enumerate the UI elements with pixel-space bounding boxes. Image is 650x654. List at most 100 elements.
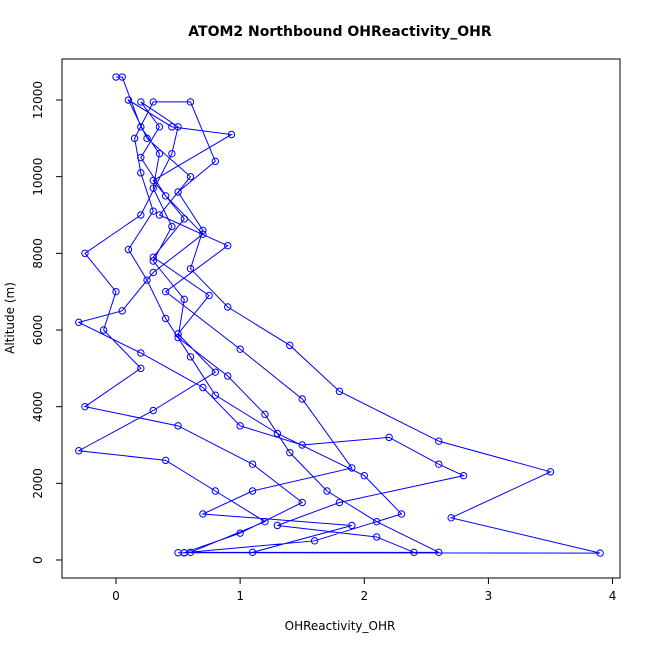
data-point	[360, 471, 368, 480]
data-point	[137, 364, 145, 373]
data-point	[596, 549, 604, 557]
data-point	[298, 441, 306, 449]
data-point	[124, 245, 133, 254]
data-point	[180, 295, 188, 304]
data-point	[149, 176, 157, 185]
data-point	[149, 406, 157, 415]
y-tick-label: 4000	[31, 391, 45, 422]
data-point	[348, 464, 356, 472]
data-point	[186, 353, 195, 361]
data-point	[118, 307, 126, 315]
data-point	[149, 184, 157, 192]
data-point	[211, 368, 220, 376]
data-point	[81, 249, 89, 258]
data-point	[546, 468, 555, 476]
data-point	[186, 172, 195, 181]
data-point	[168, 123, 176, 131]
data-point	[155, 149, 164, 158]
data-point	[137, 211, 145, 219]
data-point	[224, 303, 232, 311]
data-point	[149, 268, 157, 277]
data-line	[77, 76, 601, 554]
data-point	[348, 521, 356, 530]
data-point	[124, 96, 133, 104]
data-point	[168, 149, 176, 158]
data-point	[149, 207, 157, 215]
data-point	[211, 487, 220, 495]
data-point	[211, 157, 220, 166]
data-point	[273, 429, 282, 438]
y-tick-label: 0	[31, 556, 45, 564]
data-point	[310, 537, 319, 545]
data-point	[174, 188, 182, 196]
data-point	[236, 345, 244, 353]
data-point	[174, 549, 182, 557]
y-tick-label: 6000	[31, 315, 45, 346]
data-point	[236, 529, 244, 537]
data-point	[137, 349, 145, 357]
data-point	[137, 98, 145, 106]
y-tick-label: 10000	[31, 158, 45, 196]
x-tick-label: 3	[485, 589, 493, 603]
data-point	[149, 257, 157, 265]
x-tick-label: 1	[236, 589, 244, 603]
data-point	[224, 241, 232, 250]
data-point	[186, 264, 195, 273]
data-point	[199, 510, 207, 518]
data-point	[174, 422, 182, 430]
data-point	[298, 395, 306, 403]
data-point	[286, 448, 294, 457]
data-point	[372, 517, 381, 526]
y-axis-label: Altitude (m)	[3, 282, 17, 354]
data-point	[161, 287, 170, 296]
data-point	[137, 169, 145, 177]
data-point	[261, 517, 269, 526]
plot-box	[61, 58, 621, 579]
data-point	[248, 460, 257, 468]
data-point	[447, 514, 455, 522]
data-point	[118, 73, 126, 81]
data-point	[335, 387, 344, 396]
data-point	[397, 510, 406, 518]
data-point	[205, 291, 213, 300]
data-point	[155, 211, 164, 219]
x-tick-label: 4	[609, 589, 617, 603]
data-point	[174, 333, 182, 342]
data-point	[161, 314, 170, 323]
data-point	[99, 326, 108, 334]
data-point	[199, 230, 207, 238]
data-point	[186, 548, 195, 557]
data-point	[227, 130, 236, 139]
data-point	[459, 471, 468, 480]
data-point	[161, 456, 170, 465]
data-point	[435, 548, 443, 557]
data-point	[81, 402, 89, 411]
data-point	[236, 422, 244, 430]
data-point	[149, 253, 157, 261]
data-point	[323, 487, 331, 495]
data-point	[199, 383, 207, 392]
data-point	[75, 318, 83, 327]
data-point	[248, 487, 257, 495]
data-point	[224, 372, 232, 380]
data-point	[298, 498, 306, 507]
data-point	[186, 98, 195, 106]
data-point	[174, 330, 182, 338]
data-point	[75, 447, 83, 455]
data-point	[130, 134, 139, 143]
y-tick-label: 8000	[31, 238, 45, 269]
x-tick-label: 0	[112, 589, 120, 603]
data-point	[143, 276, 151, 284]
data-point	[199, 226, 207, 235]
data-point	[273, 521, 282, 530]
data-point	[161, 192, 170, 200]
data-point	[286, 341, 294, 350]
data-point	[112, 287, 120, 296]
data-point	[248, 548, 257, 557]
data-point	[372, 533, 381, 541]
data-point	[137, 123, 145, 131]
y-tick-label: 12000	[31, 81, 45, 119]
data-point	[168, 222, 176, 231]
y-tick-label: 2000	[31, 468, 45, 499]
data-point	[180, 215, 188, 223]
